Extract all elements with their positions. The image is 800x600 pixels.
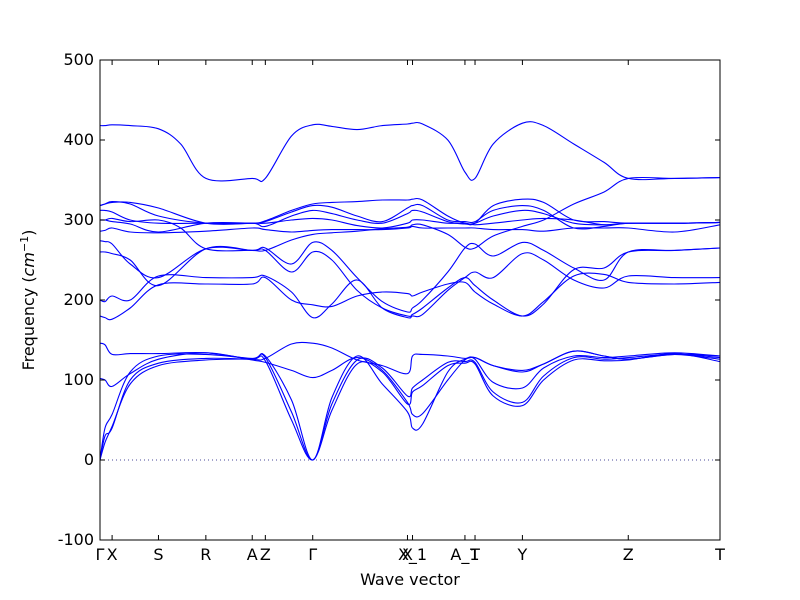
y-axis-ticks: -100 0 100 200 300 400 500 bbox=[58, 50, 720, 549]
y-tick-label: 300 bbox=[63, 210, 94, 229]
band-line bbox=[100, 201, 720, 230]
band-line bbox=[100, 197, 720, 226]
x-tick-label: A_1 bbox=[450, 545, 479, 565]
y-tick-label: 200 bbox=[63, 290, 94, 309]
band-series bbox=[100, 121, 720, 461]
x-tick-label: X bbox=[107, 545, 118, 564]
band-line bbox=[100, 352, 720, 461]
band-line bbox=[100, 341, 720, 375]
band-line bbox=[100, 121, 720, 183]
y-tick-label: 100 bbox=[63, 370, 94, 389]
x-tick-label: T bbox=[469, 545, 480, 564]
plot-background bbox=[100, 60, 720, 540]
band-line bbox=[100, 353, 720, 461]
y-tick-label: 400 bbox=[63, 130, 94, 149]
band-line bbox=[100, 224, 720, 234]
x-tick-label: S bbox=[153, 545, 163, 564]
band-line bbox=[100, 176, 720, 252]
band-line bbox=[100, 272, 720, 321]
y-axis-label: Frequency (cm−1) bbox=[18, 230, 38, 371]
y-tick-label: -100 bbox=[58, 530, 94, 549]
x-tick-label: X bbox=[402, 545, 413, 564]
x-tick-label: R bbox=[200, 545, 211, 564]
x-tick-label: X_1 bbox=[398, 545, 427, 565]
band-line bbox=[100, 240, 720, 313]
band-line bbox=[100, 245, 720, 317]
x-tick-label: Z bbox=[623, 545, 634, 564]
x-tick-label: Z bbox=[260, 545, 271, 564]
x-axis-ticks: Γ X S R A Z Γ XX_1 A_1T Y Z T bbox=[96, 60, 725, 565]
band-line bbox=[100, 252, 720, 319]
x-axis-label: Wave vector bbox=[360, 570, 460, 589]
x-tick-label: Γ bbox=[96, 545, 105, 564]
band-line bbox=[100, 217, 720, 233]
x-tick-label: T bbox=[714, 545, 725, 564]
x-tick-label: A bbox=[247, 545, 258, 564]
x-tick-label: Y bbox=[517, 545, 528, 564]
y-tick-label: 500 bbox=[63, 50, 94, 69]
y-tick-label: 0 bbox=[84, 450, 94, 469]
band-line bbox=[100, 353, 720, 461]
x-tick-label: Γ bbox=[308, 545, 317, 564]
